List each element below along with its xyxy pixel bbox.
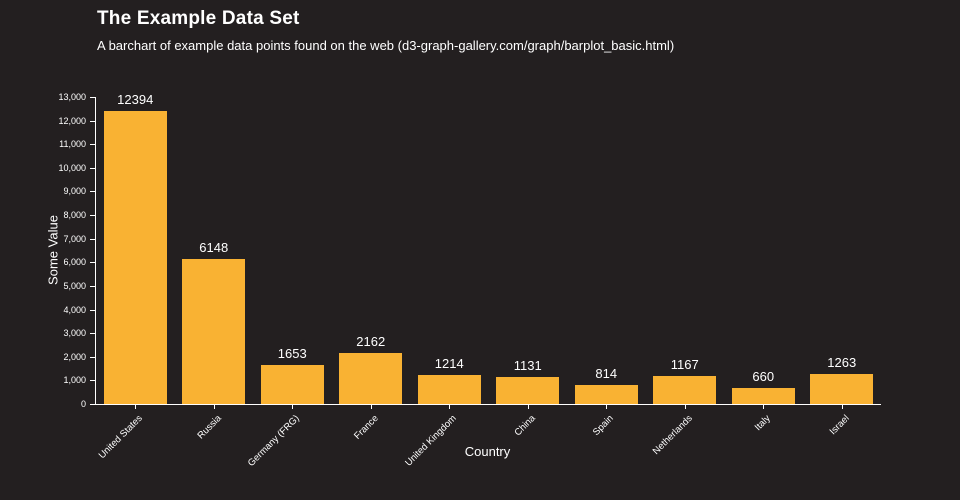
x-tick-label: Israel [827,413,852,438]
x-tick-label: Italy [752,413,774,434]
y-tick-label: 11,000 [59,139,86,150]
x-tick-mark [841,404,843,409]
bar-france [339,352,403,404]
bar-spain [574,384,638,404]
y-tick-mark [90,380,95,382]
x-tick-mark [292,404,294,409]
x-tick-label: France [351,413,381,442]
y-tick-mark [90,167,95,169]
y-tick-label: 3,000 [63,328,86,339]
y-tick-label: 12,000 [58,115,86,126]
chart-title: The Example Data Set [97,8,300,29]
bar-italy [731,388,795,404]
y-tick-mark [90,309,95,311]
x-tick-label: China [512,413,538,439]
plot-area: 0 1,000 2,000 3,000 4,000 5,000 6,000 7,000 8,00… [58,92,881,469]
bar-value-label: 660 [752,369,775,385]
bar-united-states [103,111,167,404]
bar-value-label: 1131 [513,358,542,374]
x-tick-mark [449,404,451,409]
x-tick-mark [370,404,372,409]
y-tick-mark [90,97,95,98]
bar-united-kingdom [417,375,481,404]
y-tick-label: 0 [80,399,86,409]
y-tick-mark [90,333,95,335]
bar-value-label: 1653 [277,345,307,361]
y-tick-label: 9,000 [63,186,86,197]
y-tick-mark [90,404,95,405]
y-tick-label: 7,000 [63,233,86,244]
y-tick-label: 2,000 [63,351,86,362]
x-tick-mark [527,404,529,409]
bar-value-label: 6148 [199,239,229,255]
x-axis-title: Country [464,444,511,459]
y-tick-mark [90,356,95,358]
y-tick-label: 13,000 [58,92,86,102]
bar-value-label: 814 [595,365,618,381]
y-tick-label: 10,000 [58,162,86,173]
y-tick-mark [90,238,95,240]
bar-netherlands [653,376,717,404]
x-tick-mark [213,404,215,409]
x-tick-label: United Kingdom [403,413,460,469]
bar-germany-frg- [260,364,324,404]
bar-israel [810,374,874,404]
y-tick-mark [90,262,95,264]
y-tick-label: 4,000 [63,304,86,315]
y-tick-mark [90,144,95,146]
y-tick-label: 5,000 [63,280,86,291]
y-tick-mark [90,120,95,122]
y-tick-mark [90,285,95,287]
bar-value-label: 1263 [827,355,857,371]
y-tick-label: 8,000 [63,210,86,221]
y-tick-mark [90,191,95,193]
bar-value-label: 12394 [117,92,154,108]
y-tick-mark [90,215,95,217]
bar-russia [182,258,246,404]
x-tick-label: Spain [591,413,617,438]
bar-value-label: 2162 [356,333,386,349]
bar-value-label: 1167 [670,357,699,373]
y-tick-label: 6,000 [63,257,86,268]
x-tick-mark [684,404,686,409]
chart-subtitle: A barchart of example data points found … [97,38,675,53]
bar-value-label: 1214 [434,356,464,372]
x-tick-mark [135,404,137,409]
bar-china [496,377,560,404]
x-tick-mark [606,404,608,409]
x-tick-label: Russia [195,413,224,442]
x-tick-mark [763,404,765,409]
y-tick-label: 1,000 [63,375,86,386]
x-tick-label: Germany (FRG) [246,413,303,469]
